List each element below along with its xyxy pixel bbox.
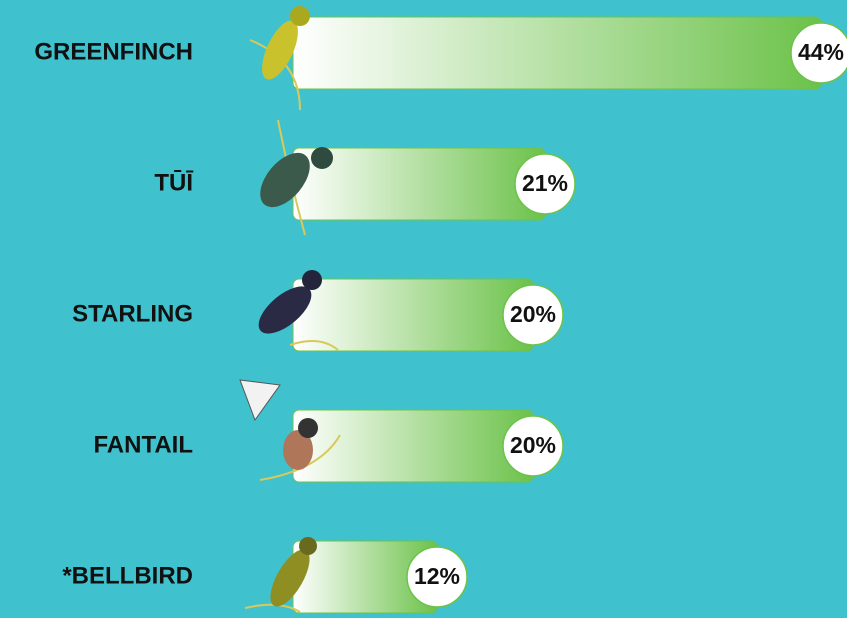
page: GREENFINCH 44% TŪĪ 21% STARLING 20% FANTAIL 20%…	[0, 0, 847, 618]
bird-head	[298, 418, 318, 438]
value-label: 44%	[798, 39, 844, 65]
value-label: 20%	[510, 432, 556, 458]
value-label: 12%	[414, 563, 460, 589]
bird-head	[290, 6, 310, 26]
bar	[293, 17, 821, 89]
bird-head	[299, 537, 317, 555]
value-label: 21%	[522, 170, 568, 196]
bird-head	[302, 270, 322, 290]
bar	[293, 410, 533, 482]
category-label: STARLING	[72, 300, 193, 327]
category-label: FANTAIL	[93, 431, 193, 458]
bar	[293, 279, 533, 351]
value-label: 20%	[510, 301, 556, 327]
category-label: TŪĪ	[154, 169, 193, 196]
category-label: *BELLBIRD	[62, 562, 193, 589]
chart: GREENFINCH 44% TŪĪ 21% STARLING 20% FANTAIL 20%…	[0, 0, 847, 618]
bird-head	[311, 147, 333, 169]
category-label: GREENFINCH	[34, 38, 193, 65]
